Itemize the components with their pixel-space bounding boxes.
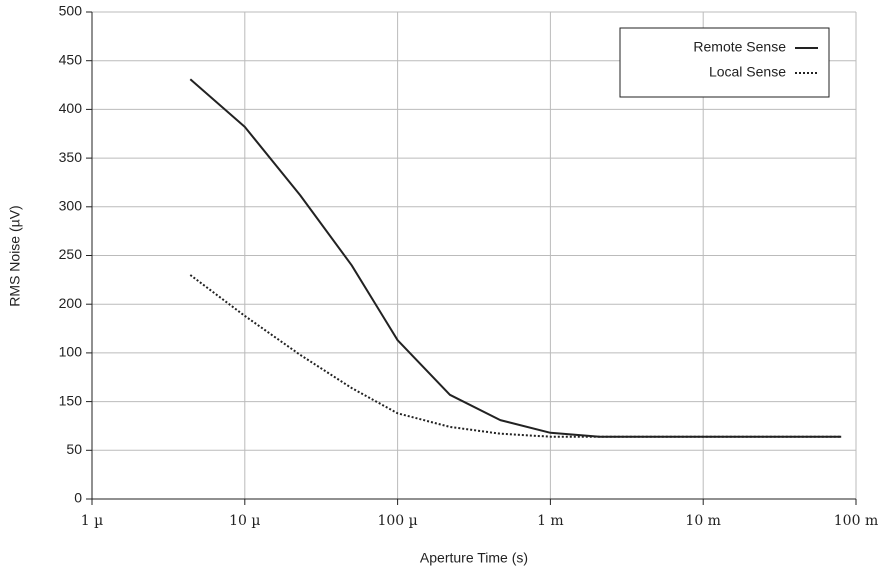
x-tick-label: 100 µ — [377, 513, 417, 529]
y-tick-label: 0 — [74, 490, 82, 506]
x-axis-label: Aperture Time (s) — [420, 550, 528, 566]
legend-box — [619, 27, 830, 98]
y-tick-label: 300 — [59, 198, 83, 214]
x-tick-label: 1 µ — [81, 513, 103, 529]
y-tick-label: 50 — [66, 441, 82, 457]
y-tick-label: 100 — [59, 344, 83, 360]
x-tick-label: 10 m — [685, 513, 721, 529]
y-tick-label: 150 — [59, 392, 83, 408]
y-axis-label: RMS Noise (µV) — [7, 205, 23, 306]
x-tick-label: 10 µ — [229, 513, 260, 529]
y-tick-label: 250 — [59, 246, 83, 262]
x-tick-label: 1 m — [537, 513, 564, 529]
y-tick-label: 450 — [59, 51, 83, 67]
y-tick-label: 500 — [59, 3, 83, 19]
y-tick-label: 350 — [59, 149, 83, 165]
legend-label: Remote Sense — [693, 39, 786, 55]
line-series — [189, 274, 842, 438]
y-tick-label: 200 — [59, 295, 83, 311]
legend-label: Local Sense — [709, 64, 786, 80]
y-tick-label: 400 — [59, 100, 83, 116]
line-series — [189, 78, 842, 438]
x-tick-label: 100 m — [834, 513, 878, 529]
